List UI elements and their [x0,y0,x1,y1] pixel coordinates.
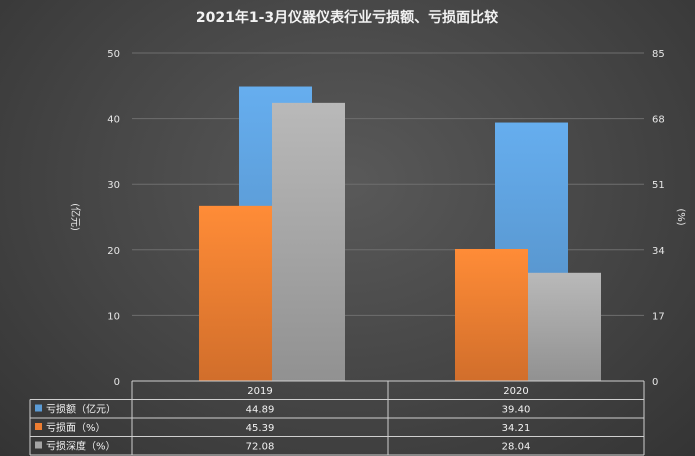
legend-series-name: 亏损面（%） [46,421,106,434]
axes: 0 10 20 30 40 50 0 17 34 51 68 85 (亿元) (%) [69,49,686,388]
legend-swatch [35,404,42,412]
y-right-tick-label: 51 [652,180,665,191]
data-label: 39.40 [502,405,531,416]
y-left-axis-title: (亿元) [69,203,82,231]
y-left-tick-label: 0 [114,377,120,388]
data-label: 72.08 [246,442,275,453]
bars [199,86,601,381]
data-label: 45.39 [246,423,275,434]
legend-swatch [35,441,42,449]
data-label: 44.89 [246,405,275,416]
bar-loss-depth-2019 [272,102,345,381]
chart-title: 2021年1-3月仪器仪表行业亏损额、亏损面比较 [196,9,498,26]
y-left-tick-label: 50 [107,49,120,60]
y-left-tick-label: 40 [107,115,120,126]
data-label: 28.04 [502,442,531,453]
category-label: 2020 [503,386,528,397]
y-left-tick-label: 20 [107,246,120,257]
data-table: 2019 2020 亏损额（亿元） 44.89 39.40 亏损面（%） 45.39 34.2… [29,380,645,456]
legend-series-name: 亏损额（亿元） [46,403,116,416]
data-label: 34.21 [502,423,531,434]
y-right-tick-label: 17 [652,311,665,322]
y-right-tick-label: 34 [652,246,665,257]
bar-loss-ratio-2019 [199,205,272,381]
y-left-tick-label: 30 [107,180,120,191]
legend-swatch [35,423,42,430]
category-label: 2019 [247,386,272,397]
y-right-tick-label: 85 [652,49,665,60]
bar-loss-depth-2020 [528,272,601,381]
y-right-tick-label: 0 [652,377,658,388]
legend-series-name: 亏损深度（%） [46,440,116,453]
y-left-tick-label: 10 [107,311,120,322]
bar-loss-ratio-2020 [455,248,528,381]
y-right-tick-label: 68 [652,115,665,126]
y-right-axis-title: (%) [675,208,686,225]
